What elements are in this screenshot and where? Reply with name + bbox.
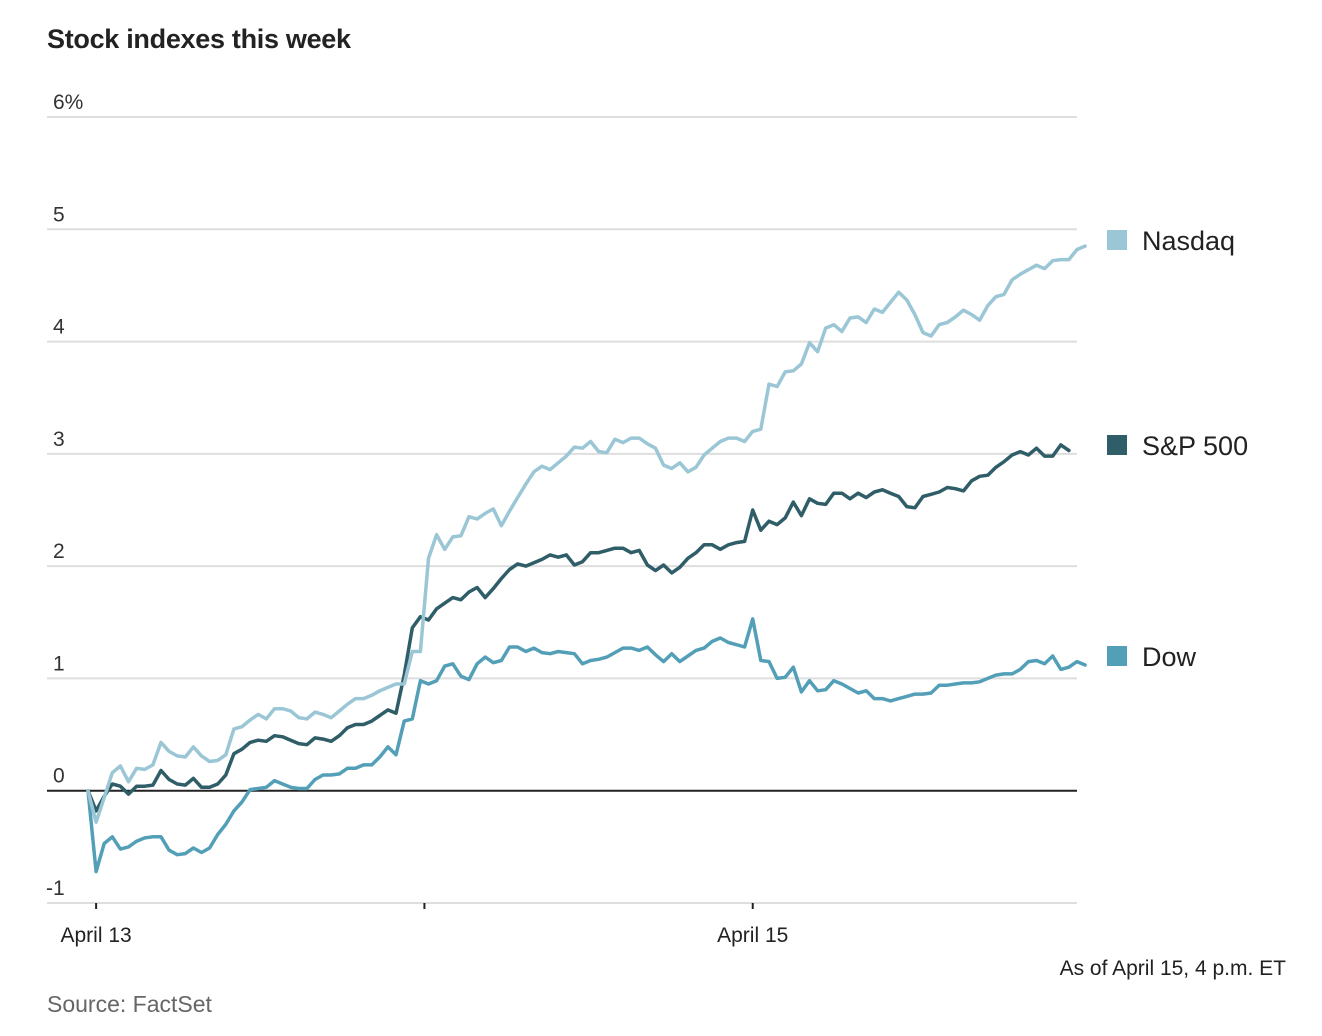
y-tick-label: 5 bbox=[53, 203, 65, 226]
y-tick-label: 0 bbox=[53, 765, 65, 788]
series-line-s-p-500 bbox=[86, 443, 1071, 813]
series-lines bbox=[86, 244, 1087, 874]
x-tick-label: April 15 bbox=[717, 924, 788, 947]
legend-label: S&P 500 bbox=[1142, 431, 1248, 461]
y-tick-label: 4 bbox=[53, 316, 65, 339]
gridlines bbox=[47, 116, 1077, 904]
legend-swatch bbox=[1107, 230, 1127, 250]
x-axis: April 13 April 15 bbox=[61, 903, 788, 947]
legend-item: S&P 500 bbox=[1107, 431, 1248, 461]
y-tick-label: 1 bbox=[53, 652, 65, 675]
y-tick-label: 6% bbox=[53, 91, 83, 114]
chart-title: Stock indexes this week bbox=[47, 24, 351, 54]
source-note: Source: FactSet bbox=[47, 991, 212, 1017]
as-of-note: As of April 15, 4 p.m. ET bbox=[1059, 957, 1286, 980]
legend-swatch bbox=[1107, 435, 1127, 455]
y-axis-labels: 6% 5 4 3 2 1 0 -1 bbox=[46, 91, 83, 900]
series-line-dow bbox=[86, 617, 1087, 874]
legend-label: Nasdaq bbox=[1142, 226, 1235, 256]
legend-item: Dow bbox=[1107, 642, 1197, 672]
legend-label: Dow bbox=[1142, 642, 1197, 672]
y-tick-label: 3 bbox=[53, 428, 65, 451]
y-tick-label: 2 bbox=[53, 540, 65, 563]
series-line-nasdaq bbox=[86, 244, 1087, 824]
legend-swatch bbox=[1107, 646, 1127, 666]
x-tick-label: April 13 bbox=[61, 924, 132, 947]
y-tick-label: -1 bbox=[46, 877, 65, 900]
legend: Nasdaq S&P 500 Dow bbox=[1107, 226, 1248, 672]
legend-item: Nasdaq bbox=[1107, 226, 1235, 256]
